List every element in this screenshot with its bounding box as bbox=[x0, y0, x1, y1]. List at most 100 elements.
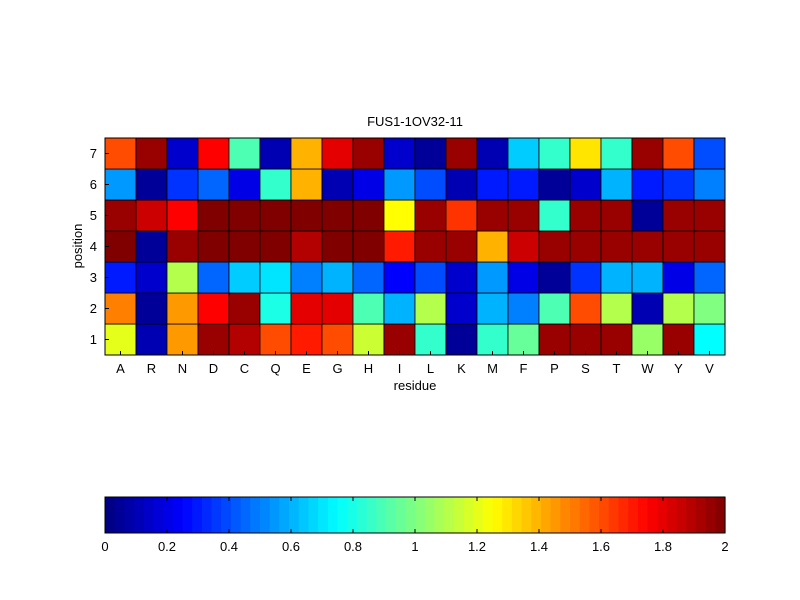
colorbar-band bbox=[453, 497, 465, 533]
heatmap-cell bbox=[352, 292, 385, 325]
heatmap-cell bbox=[259, 199, 292, 232]
heatmap-cell bbox=[383, 137, 416, 170]
heatmap-cell bbox=[631, 137, 664, 170]
colorbar-tick-label: 1.4 bbox=[530, 539, 548, 554]
colorbar-tick-label: 0.4 bbox=[220, 539, 238, 554]
x-tick-label: V bbox=[705, 361, 714, 376]
heatmap-cell bbox=[445, 168, 478, 201]
heatmap-cell bbox=[135, 292, 168, 325]
x-tick-label: G bbox=[332, 361, 342, 376]
x-tick-label: N bbox=[178, 361, 187, 376]
colorbar-tick-label: 0.2 bbox=[158, 539, 176, 554]
heatmap-cell bbox=[600, 168, 633, 201]
colorbar-band bbox=[308, 497, 319, 533]
heatmap-cell bbox=[104, 168, 137, 201]
heatmap-cell bbox=[476, 261, 509, 294]
heatmap-cell bbox=[135, 199, 168, 232]
heatmap-cell bbox=[352, 199, 385, 232]
heatmap-cell bbox=[290, 137, 323, 170]
heatmap-cell bbox=[693, 137, 726, 170]
x-tick-label: T bbox=[613, 361, 621, 376]
heatmap-cell bbox=[228, 261, 261, 294]
colorbar-band bbox=[463, 497, 474, 533]
colorbar-band bbox=[521, 497, 532, 533]
heatmap-cell bbox=[321, 137, 354, 170]
colorbar-tick-label: 2 bbox=[721, 539, 728, 554]
colorbar-band bbox=[570, 497, 581, 533]
heatmap-cell bbox=[600, 261, 633, 294]
heatmap-cell bbox=[538, 292, 571, 325]
colorbar-band bbox=[657, 497, 668, 533]
heatmap-cell bbox=[414, 261, 447, 294]
colorbar-tick-label: 0.8 bbox=[344, 539, 362, 554]
colorbar-band bbox=[637, 497, 649, 533]
heatmap-cell bbox=[631, 199, 664, 232]
heatmap-cell bbox=[693, 199, 726, 232]
heatmap-cell bbox=[476, 199, 509, 232]
colorbar-band bbox=[356, 497, 368, 533]
heatmap-cell bbox=[290, 323, 323, 356]
heatmap-cell bbox=[197, 230, 230, 263]
heatmap-cell bbox=[166, 323, 199, 356]
heatmap-cell bbox=[476, 230, 509, 263]
heatmap-cell bbox=[321, 230, 354, 263]
x-tick-label: K bbox=[457, 361, 466, 376]
colorbar-band bbox=[105, 497, 116, 533]
heatmap-cell bbox=[507, 230, 540, 263]
heatmap-cell bbox=[693, 230, 726, 263]
x-tick-label: S bbox=[581, 361, 590, 376]
heatmap-cell bbox=[228, 168, 261, 201]
heatmap-cell bbox=[631, 292, 664, 325]
heatmap-cell bbox=[445, 137, 478, 170]
heatmap-cell bbox=[507, 261, 540, 294]
x-tick-label: Q bbox=[270, 361, 280, 376]
heatmap-cell bbox=[538, 323, 571, 356]
heatmap-cell bbox=[662, 168, 695, 201]
heatmap-cell bbox=[538, 199, 571, 232]
heatmap-cell bbox=[507, 137, 540, 170]
heatmap-cell bbox=[569, 230, 602, 263]
heatmap-cell bbox=[538, 261, 571, 294]
colorbar-band bbox=[628, 497, 639, 533]
colorbar-band bbox=[337, 497, 348, 533]
heatmap-cell bbox=[383, 230, 416, 263]
heatmap-cell bbox=[352, 261, 385, 294]
colorbar-band bbox=[444, 497, 455, 533]
heatmap-cell bbox=[538, 137, 571, 170]
x-tick-label: D bbox=[209, 361, 218, 376]
colorbar-band bbox=[376, 497, 387, 533]
colorbar-band bbox=[366, 497, 377, 533]
heatmap-cell bbox=[600, 137, 633, 170]
x-tick-label: P bbox=[550, 361, 559, 376]
heatmap-cell bbox=[383, 261, 416, 294]
heatmap-cell bbox=[352, 168, 385, 201]
heatmap-cell bbox=[166, 168, 199, 201]
heatmap-cell bbox=[507, 199, 540, 232]
heatmap-cell bbox=[321, 168, 354, 201]
colorbar-band bbox=[531, 497, 542, 533]
heatmap-cell bbox=[166, 199, 199, 232]
colorbar-band bbox=[201, 497, 213, 533]
heatmap-cell bbox=[662, 261, 695, 294]
heatmap-cell bbox=[600, 199, 633, 232]
heatmap-cell bbox=[166, 230, 199, 263]
colorbar-band bbox=[269, 497, 280, 533]
heatmap-cell bbox=[569, 168, 602, 201]
heatmap-cell bbox=[352, 137, 385, 170]
heatmap-cell bbox=[445, 230, 478, 263]
heatmap-cell bbox=[259, 261, 292, 294]
heatmap-cell bbox=[259, 168, 292, 201]
heatmap-cell bbox=[228, 137, 261, 170]
heatmap-cell bbox=[693, 168, 726, 201]
y-tick-labels: 1 2 3 4 5 6 7 bbox=[90, 146, 109, 347]
colorbar-band bbox=[240, 497, 251, 533]
colorbar-band bbox=[676, 497, 687, 533]
heatmap-cell bbox=[228, 230, 261, 263]
colorbar-band bbox=[211, 497, 222, 533]
x-tick-label: C bbox=[240, 361, 249, 376]
colorbar-band bbox=[540, 497, 552, 533]
heatmap-cells bbox=[104, 137, 726, 356]
heatmap-cell bbox=[693, 261, 726, 294]
colorbar-band bbox=[473, 497, 484, 533]
